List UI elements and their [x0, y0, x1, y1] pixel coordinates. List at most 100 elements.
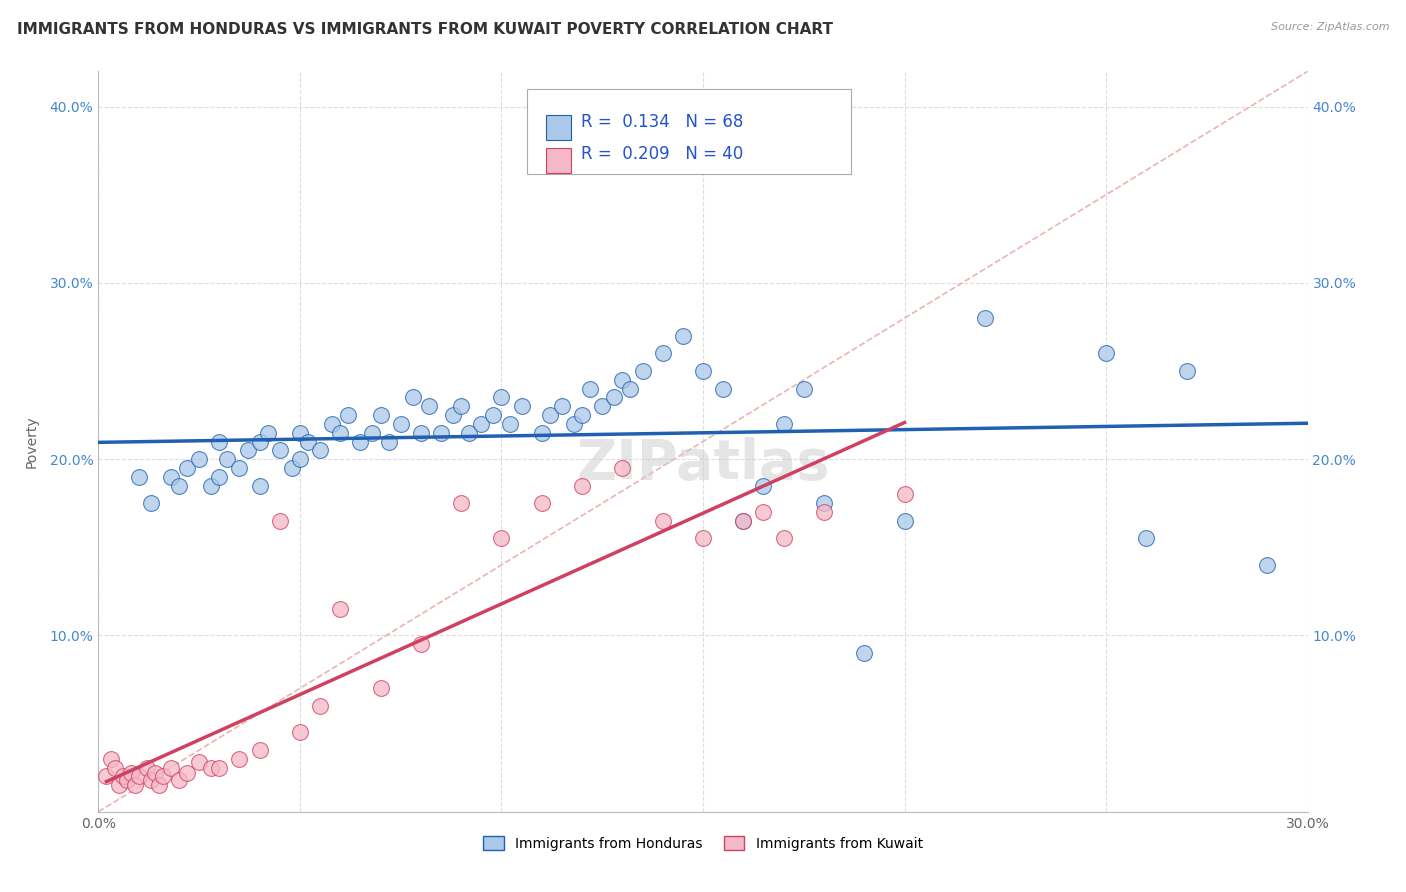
Point — [409, 637, 432, 651]
Point — [167, 478, 190, 492]
Point — [329, 425, 352, 440]
Point — [752, 505, 775, 519]
Text: R =  0.134   N = 68: R = 0.134 N = 68 — [581, 113, 742, 131]
Point — [96, 769, 118, 783]
Point — [974, 311, 997, 326]
Point — [228, 461, 250, 475]
Point — [579, 382, 602, 396]
Point — [120, 766, 142, 780]
Point — [370, 681, 392, 696]
Point — [361, 425, 384, 440]
Point — [893, 514, 915, 528]
Point — [288, 425, 311, 440]
Point — [752, 478, 775, 492]
Point — [288, 725, 311, 739]
Point — [772, 417, 794, 431]
Point — [128, 470, 150, 484]
Point — [430, 425, 453, 440]
Point — [510, 399, 533, 413]
Point — [148, 778, 170, 792]
Point — [772, 532, 794, 546]
Point — [337, 408, 360, 422]
Point — [651, 514, 673, 528]
Point — [409, 425, 432, 440]
Point — [450, 399, 472, 413]
Point — [711, 382, 734, 396]
Point — [256, 425, 278, 440]
Point — [612, 461, 634, 475]
Point — [571, 478, 593, 492]
Point — [269, 514, 291, 528]
Point — [309, 698, 332, 713]
Point — [297, 434, 319, 449]
Point — [115, 772, 138, 787]
Point — [603, 391, 626, 405]
Point — [176, 766, 198, 780]
Point — [100, 752, 122, 766]
Point — [188, 756, 211, 770]
Point — [269, 443, 291, 458]
Point — [551, 399, 574, 413]
Point — [200, 478, 222, 492]
Point — [208, 434, 231, 449]
Point — [619, 382, 641, 396]
Point — [733, 514, 755, 528]
Point — [208, 761, 231, 775]
Point — [249, 434, 271, 449]
Legend: Immigrants from Honduras, Immigrants from Kuwait: Immigrants from Honduras, Immigrants fro… — [478, 830, 928, 856]
Point — [530, 425, 553, 440]
Point — [672, 328, 695, 343]
Point — [167, 772, 190, 787]
Point — [1095, 346, 1118, 360]
Point — [1175, 364, 1198, 378]
Point — [281, 461, 304, 475]
Text: IMMIGRANTS FROM HONDURAS VS IMMIGRANTS FROM KUWAIT POVERTY CORRELATION CHART: IMMIGRANTS FROM HONDURAS VS IMMIGRANTS F… — [17, 22, 832, 37]
Point — [402, 391, 425, 405]
Point — [498, 417, 520, 431]
Point — [1135, 532, 1157, 546]
Point — [591, 399, 613, 413]
Point — [813, 505, 835, 519]
Point — [160, 761, 183, 775]
Point — [217, 452, 239, 467]
Point — [143, 766, 166, 780]
Point — [188, 452, 211, 467]
Point — [200, 761, 222, 775]
Point — [349, 434, 371, 449]
Point — [538, 408, 561, 422]
Point — [491, 532, 513, 546]
Point — [228, 752, 250, 766]
Point — [135, 761, 157, 775]
Point — [160, 470, 183, 484]
Point — [139, 772, 162, 787]
Point — [377, 434, 399, 449]
Point — [249, 743, 271, 757]
Point — [470, 417, 492, 431]
Point — [491, 391, 513, 405]
Point — [236, 443, 259, 458]
Point — [813, 496, 835, 510]
Point — [288, 452, 311, 467]
Point — [389, 417, 412, 431]
Point — [124, 778, 146, 792]
Point — [152, 769, 174, 783]
Point — [562, 417, 585, 431]
Point — [111, 769, 134, 783]
Point — [458, 425, 481, 440]
Point — [893, 487, 915, 501]
Point — [309, 443, 332, 458]
Point — [482, 408, 505, 422]
Point — [612, 373, 634, 387]
Point — [692, 532, 714, 546]
Y-axis label: Poverty: Poverty — [24, 416, 38, 467]
Point — [450, 496, 472, 510]
Point — [208, 470, 231, 484]
Point — [651, 346, 673, 360]
Point — [370, 408, 392, 422]
Point — [329, 602, 352, 616]
Point — [321, 417, 343, 431]
Text: R =  0.209   N = 40: R = 0.209 N = 40 — [581, 145, 742, 163]
Point — [733, 514, 755, 528]
Point — [530, 496, 553, 510]
Text: ZIPatlas: ZIPatlas — [576, 437, 830, 491]
